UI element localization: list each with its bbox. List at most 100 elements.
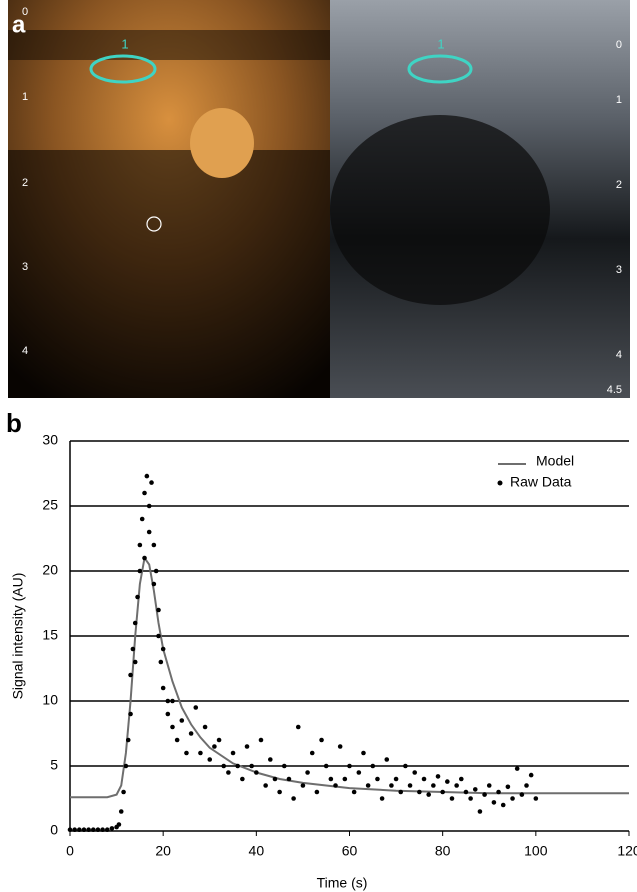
panel-label: b [6, 408, 22, 438]
data-point [533, 796, 539, 801]
data-point [505, 784, 511, 790]
data-point [184, 750, 189, 756]
data-point [314, 789, 320, 795]
data-point [286, 776, 292, 782]
model-line [70, 555, 629, 799]
data-point [295, 724, 301, 730]
data-point [240, 776, 245, 782]
roi [407, 54, 473, 84]
data-point [151, 542, 157, 548]
depth-label: 1 [22, 91, 28, 103]
data-point [472, 787, 478, 792]
x-tick-label: 80 [435, 843, 451, 859]
data-point [445, 779, 450, 784]
data-point [412, 770, 418, 775]
data-point [347, 763, 352, 769]
data-point [156, 633, 161, 639]
data-point [109, 826, 115, 831]
data-point [365, 783, 371, 788]
data-point [142, 490, 147, 496]
data-point [149, 480, 154, 485]
data-point [375, 776, 380, 782]
data-point [426, 792, 431, 797]
data-point [77, 827, 82, 832]
data-point [305, 770, 310, 775]
data-point [100, 827, 105, 832]
depth-label: 4 [616, 349, 622, 361]
data-point [333, 783, 338, 788]
data-point [230, 750, 236, 756]
data-point [128, 672, 133, 678]
data-point [323, 763, 329, 769]
data-point [198, 750, 203, 756]
data-point [104, 827, 110, 832]
x-axis-label: Time (s) [317, 875, 368, 891]
data-point [144, 473, 150, 479]
x-tick-label: 120 [617, 843, 637, 859]
data-point [151, 581, 157, 587]
data-point [351, 789, 357, 795]
data-point [212, 744, 217, 749]
data-point [170, 698, 175, 704]
cursor [146, 216, 162, 232]
data-point [179, 718, 185, 723]
y-tick-label: 25 [42, 497, 58, 513]
legend-label: Raw Data [510, 474, 572, 490]
data-point [135, 594, 140, 600]
data-point [435, 774, 441, 779]
data-point [463, 789, 469, 795]
legend-dot [497, 480, 503, 486]
roi-label: 1 [437, 36, 444, 51]
data-point [146, 503, 152, 509]
data-point [254, 770, 259, 775]
data-point [137, 542, 143, 548]
x-tick-label: 40 [249, 843, 265, 859]
data-point [226, 770, 231, 775]
y-tick-label: 10 [42, 692, 58, 708]
data-point [258, 737, 264, 743]
data-point [491, 800, 497, 805]
data-point [121, 789, 126, 795]
data-point [132, 659, 138, 665]
data-point [132, 620, 138, 626]
data-point [440, 789, 445, 795]
data-point [500, 802, 506, 808]
data-point [486, 783, 492, 788]
depth-label: 0 [616, 39, 622, 51]
data-point [342, 776, 348, 782]
depth-label: 2 [616, 179, 622, 191]
data-point [272, 776, 278, 782]
data-point [174, 737, 180, 743]
data-point [165, 711, 171, 717]
data-point [67, 827, 73, 832]
data-point [361, 750, 366, 756]
contrast-band [8, 30, 330, 60]
data-point [300, 783, 306, 788]
data-point [244, 744, 250, 749]
data-point [398, 789, 404, 795]
data-point [216, 737, 222, 743]
data-point [277, 789, 282, 795]
data-point [384, 757, 390, 762]
data-point [356, 770, 362, 775]
data-point [370, 763, 376, 769]
y-tick-label: 0 [50, 822, 58, 838]
data-point [514, 766, 520, 771]
data-point [139, 516, 145, 522]
data-point [459, 776, 464, 782]
y-axis-label: Signal intensity (AU) [10, 573, 26, 700]
data-point [86, 827, 91, 832]
data-point [403, 763, 408, 769]
data-point [165, 698, 171, 704]
ultrasound-panel: 1 1 a [8, 0, 630, 398]
data-point [482, 792, 487, 797]
depth-label: 3 [616, 264, 622, 276]
depth-label: 1 [616, 94, 622, 106]
data-point [158, 659, 164, 665]
data-point [221, 763, 227, 769]
x-tick-label: 20 [155, 843, 171, 859]
data-point [188, 731, 194, 736]
x-tick-label: 100 [524, 843, 548, 859]
data-point [146, 529, 152, 535]
